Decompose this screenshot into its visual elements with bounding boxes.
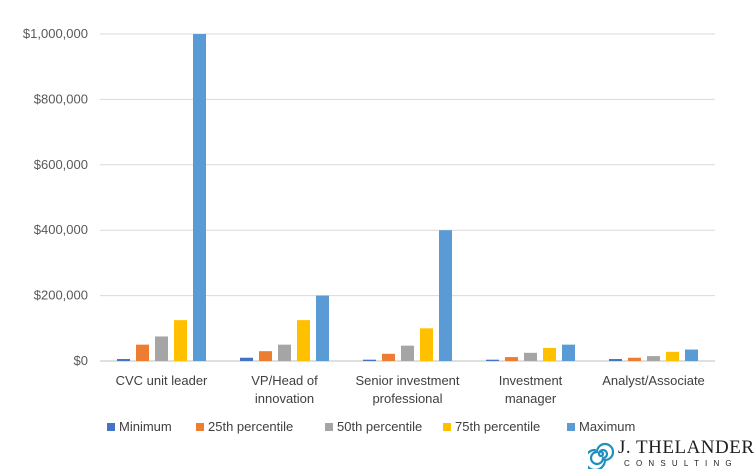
x-tick-label: CVC unit leader [116,373,208,388]
bar-25th-percentile [136,344,149,361]
bar-25th-percentile [259,351,272,361]
x-tick-label: Analyst/Associate [602,373,705,388]
y-tick-label: $400,000 [34,222,88,237]
y-tick-label: $200,000 [34,288,88,303]
bar-maximum [316,295,329,361]
bar-minimum [240,357,253,361]
bar-50th-percentile [524,352,537,361]
x-tick-label: professional [372,391,442,406]
x-tick-label: manager [505,391,557,406]
y-tick-label: $1,000,000 [23,26,88,41]
bar-50th-percentile [155,336,168,361]
bar-75th-percentile [174,320,187,361]
legend-swatch [567,423,575,431]
bar-75th-percentile [420,328,433,361]
x-tick-label: Investment [499,373,563,388]
legend-label: 25th percentile [208,419,293,434]
logo-name: J. THELANDER [618,437,755,458]
y-tick-label: $600,000 [34,157,88,172]
bar-25th-percentile [628,357,641,361]
legend-label: 50th percentile [337,419,422,434]
legend-swatch [325,423,333,431]
legend-swatch [443,423,451,431]
x-tick-label: VP/Head of [251,373,318,388]
bar-minimum [117,359,130,361]
logo-subtitle: CONSULTING [624,459,738,468]
x-tick-label: Senior investment [355,373,459,388]
bar-maximum [193,34,206,361]
legend-swatch [107,423,115,431]
bar-minimum [609,359,622,361]
bar-maximum [685,349,698,361]
legend-swatch [196,423,204,431]
spiral-logo-icon [588,442,614,469]
bar-75th-percentile [666,351,679,361]
legend-label: Maximum [579,419,635,434]
bar-50th-percentile [278,344,291,361]
bar-maximum [439,230,452,361]
bar-25th-percentile [382,353,395,361]
company-logo: J. THELANDER CONSULTING [588,437,754,471]
legend-label: Minimum [119,419,172,434]
y-tick-label: $0 [74,353,88,368]
bar-50th-percentile [647,356,660,361]
bar-75th-percentile [543,347,556,361]
bar-maximum [562,344,575,361]
bar-50th-percentile [401,345,414,361]
bar-75th-percentile [297,320,310,361]
bar-minimum [363,359,376,361]
legend-label: 75th percentile [455,419,540,434]
bar-25th-percentile [505,357,518,361]
x-tick-label: innovation [255,391,314,406]
y-tick-label: $800,000 [34,91,88,106]
bar-minimum [486,359,499,361]
